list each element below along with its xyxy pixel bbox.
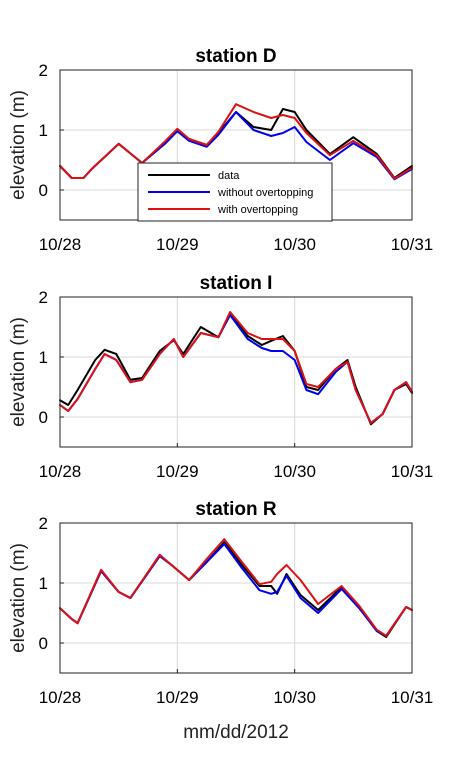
legend: data without overtopping with overtopping <box>137 162 333 222</box>
y-tick-label: 1 <box>39 574 48 593</box>
x-tick-label: 10/30 <box>273 462 316 481</box>
y-tick-label: 1 <box>39 121 48 140</box>
x-tick-label: 10/28 <box>39 235 82 254</box>
panels: 10/28 10/29 10/30 10/31 0 1 2 station D elevatio… <box>8 46 433 707</box>
panel-1: 10/28 10/29 10/30 10/31 0 1 2 station D elevatio… <box>8 46 433 254</box>
y-axis-label: elevation (m) <box>8 90 29 200</box>
x-tick-label: 10/29 <box>156 688 199 707</box>
x-tick-label: 10/30 <box>273 688 316 707</box>
axes-box <box>59 522 413 674</box>
x-tick-label: 10/29 <box>156 462 199 481</box>
panel-title: station I <box>200 273 273 294</box>
x-tick-label: 10/29 <box>156 235 199 254</box>
series-line-with-overtopping <box>59 311 413 424</box>
x-tick-label: 10/31 <box>391 462 434 481</box>
x-tick-label: 10/30 <box>273 235 316 254</box>
x-tick-label: 10/31 <box>391 235 434 254</box>
panel-title: station R <box>195 499 277 520</box>
y-tick-label: 2 <box>39 61 48 80</box>
y-tick-label: 2 <box>39 514 48 533</box>
panel-3: 10/28 10/29 10/30 10/31 0 1 2 station R elevatio… <box>8 499 433 707</box>
y-tick-label: 0 <box>39 181 48 200</box>
y-axis-label: elevation (m) <box>8 317 29 427</box>
series-line-with-overtopping <box>59 538 413 637</box>
legend-label: without overtopping <box>217 187 313 199</box>
figure-xlabel: mm/dd/2012 <box>183 722 289 743</box>
x-tick-label: 10/28 <box>39 688 82 707</box>
axes-box <box>59 296 413 448</box>
y-tick-label: 0 <box>39 634 48 653</box>
y-axis-label: elevation (m) <box>8 543 29 653</box>
legend-label: with overtopping <box>217 204 298 216</box>
y-tick-label: 1 <box>39 348 48 367</box>
y-tick-label: 2 <box>39 288 48 307</box>
series-line-with-overtopping <box>59 103 413 180</box>
x-tick-label: 10/31 <box>391 688 434 707</box>
y-tick-label: 0 <box>39 408 48 427</box>
panel-title: station D <box>195 46 276 67</box>
legend-label: data <box>218 170 240 182</box>
x-tick-label: 10/28 <box>39 462 82 481</box>
panel-2: 10/28 10/29 10/30 10/31 0 1 2 station I elevatio… <box>8 273 433 481</box>
